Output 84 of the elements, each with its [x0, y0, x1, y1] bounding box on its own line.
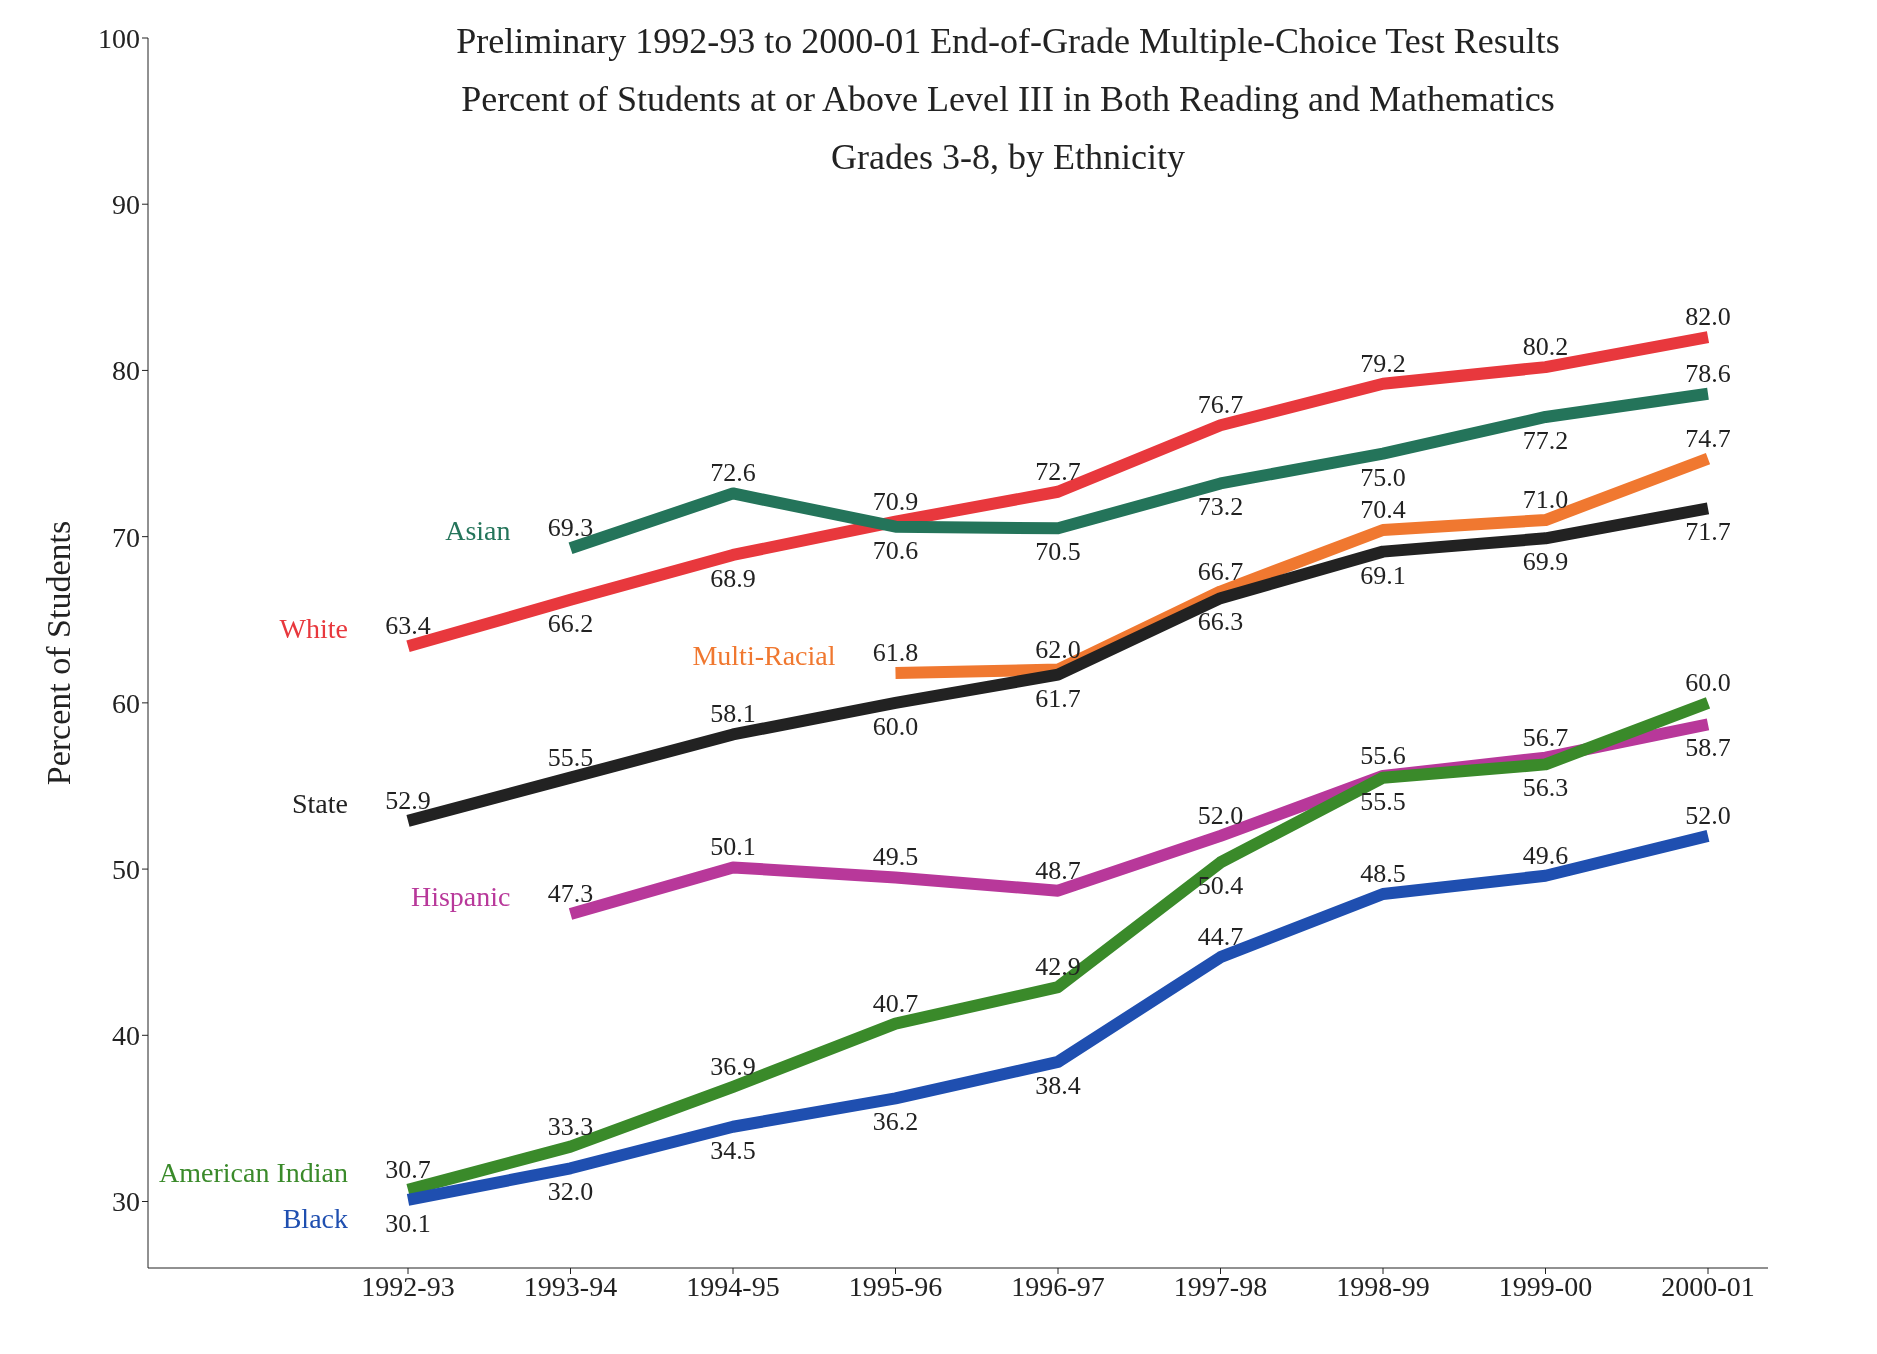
x-tick-label: 1998-99: [1336, 1270, 1430, 1302]
text: Black: [282, 1202, 348, 1234]
data-label: 52.0: [1685, 800, 1731, 830]
text: Hispanic: [410, 880, 511, 912]
data-label: 69.1: [1360, 560, 1406, 590]
y-tick-label: 100: [98, 22, 140, 54]
data-label: 33.3: [547, 1111, 594, 1141]
data-label: 34.5: [710, 1135, 756, 1165]
data-label: 75.0: [1360, 462, 1406, 492]
data-label: 73.2: [1197, 492, 1244, 522]
data-label: 72.7: [1035, 456, 1081, 486]
data-label: 30.1: [385, 1208, 431, 1238]
text: White: [279, 613, 348, 645]
data-label: 61.7: [1035, 683, 1081, 713]
data-label: 63.4: [385, 611, 431, 641]
y-tick-label: 50: [112, 854, 140, 886]
data-label: 70.9: [872, 486, 919, 516]
data-label: 69.3: [547, 513, 594, 543]
data-label: 80.2: [1522, 332, 1569, 362]
data-label: 55.6: [1360, 741, 1406, 770]
y-tick-label: 40: [112, 1020, 140, 1052]
x-tick-label: 2000-01: [1661, 1270, 1755, 1302]
data-label: 36.9: [710, 1051, 756, 1081]
data-label: 82.0: [1685, 302, 1731, 332]
data-label: 50.4: [1197, 871, 1244, 901]
data-label: 48.7: [1035, 855, 1081, 885]
y-tick-label: 30: [112, 1186, 140, 1218]
y-tick-label: 90: [112, 189, 140, 221]
data-label: 58.7: [1685, 733, 1731, 763]
data-label: 77.2: [1522, 425, 1569, 455]
data-label: 48.5: [1360, 859, 1406, 889]
x-tick-label: 1993-94: [523, 1270, 618, 1302]
data-label: 60.0: [872, 711, 919, 741]
data-label: 68.9: [710, 563, 756, 593]
data-label: 70.5: [1035, 537, 1081, 567]
data-label: 32.0: [547, 1177, 594, 1207]
data-label: 49.6: [1522, 840, 1569, 870]
text: Asian: [445, 515, 511, 547]
data-label: 52.0: [1197, 800, 1244, 830]
x-tick-label: 1997-98: [1173, 1270, 1268, 1302]
data-label: 47.3: [547, 878, 594, 908]
data-label: 56.7: [1522, 722, 1569, 752]
y-tick-label: 70: [112, 521, 140, 553]
x-tick-label: 1994-95: [686, 1270, 780, 1302]
data-label: 30.7: [385, 1154, 431, 1184]
data-label: 61.8: [872, 637, 919, 667]
data-label: 66.2: [547, 608, 594, 638]
data-label: 36.2: [872, 1107, 919, 1137]
data-label: 58.1: [710, 699, 756, 729]
data-label: 40.7: [872, 988, 919, 1018]
y-tick-label: 80: [112, 355, 140, 387]
data-label: 55.5: [547, 742, 594, 772]
x-tick-label: 1992-93: [361, 1270, 455, 1302]
data-label: 71.7: [1685, 517, 1731, 547]
text: Preliminary 1992-93 to 2000-01 End-of-Grade Multiple-Choice Test Results Percent of Students at or Above Level III in Both Reading and Mathematics Grades 3-8, by Ethnicity: [455, 20, 1561, 179]
data-label: 56.3: [1522, 773, 1569, 803]
data-label: 42.9: [1035, 952, 1081, 982]
text: American Indian: [159, 1156, 348, 1188]
data-label: 50.1: [710, 832, 756, 862]
data-label: 74.7: [1685, 423, 1731, 453]
text: State: [292, 787, 348, 819]
text: Multi-Racial: [692, 639, 836, 671]
data-label: 72.6: [710, 458, 756, 488]
data-label: 52.9: [385, 785, 431, 815]
data-label: 66.3: [1197, 607, 1244, 637]
y-tick-label: 60: [112, 687, 140, 719]
data-label: 66.7: [1197, 556, 1244, 586]
x-tick-label: 1996-97: [1011, 1270, 1105, 1302]
data-label: 76.7: [1197, 390, 1244, 420]
data-label: 62.0: [1035, 634, 1081, 664]
data-label: 44.7: [1197, 922, 1244, 952]
data-label: 49.5: [872, 842, 919, 872]
data-label: 71.0: [1522, 485, 1569, 515]
data-label: 70.4: [1360, 495, 1406, 524]
data-label: 70.6: [872, 535, 919, 565]
data-label: 55.5: [1360, 786, 1406, 816]
data-label: 60.0: [1685, 667, 1731, 697]
data-label: 38.4: [1035, 1070, 1081, 1100]
data-label: 69.9: [1522, 547, 1569, 577]
x-tick-label: 1995-96: [848, 1270, 943, 1302]
x-tick-label: 1999-00: [1498, 1270, 1593, 1302]
data-label: 79.2: [1360, 348, 1406, 378]
y-axis-title: Percent of Students: [40, 520, 78, 786]
data-label: 78.6: [1685, 358, 1731, 388]
